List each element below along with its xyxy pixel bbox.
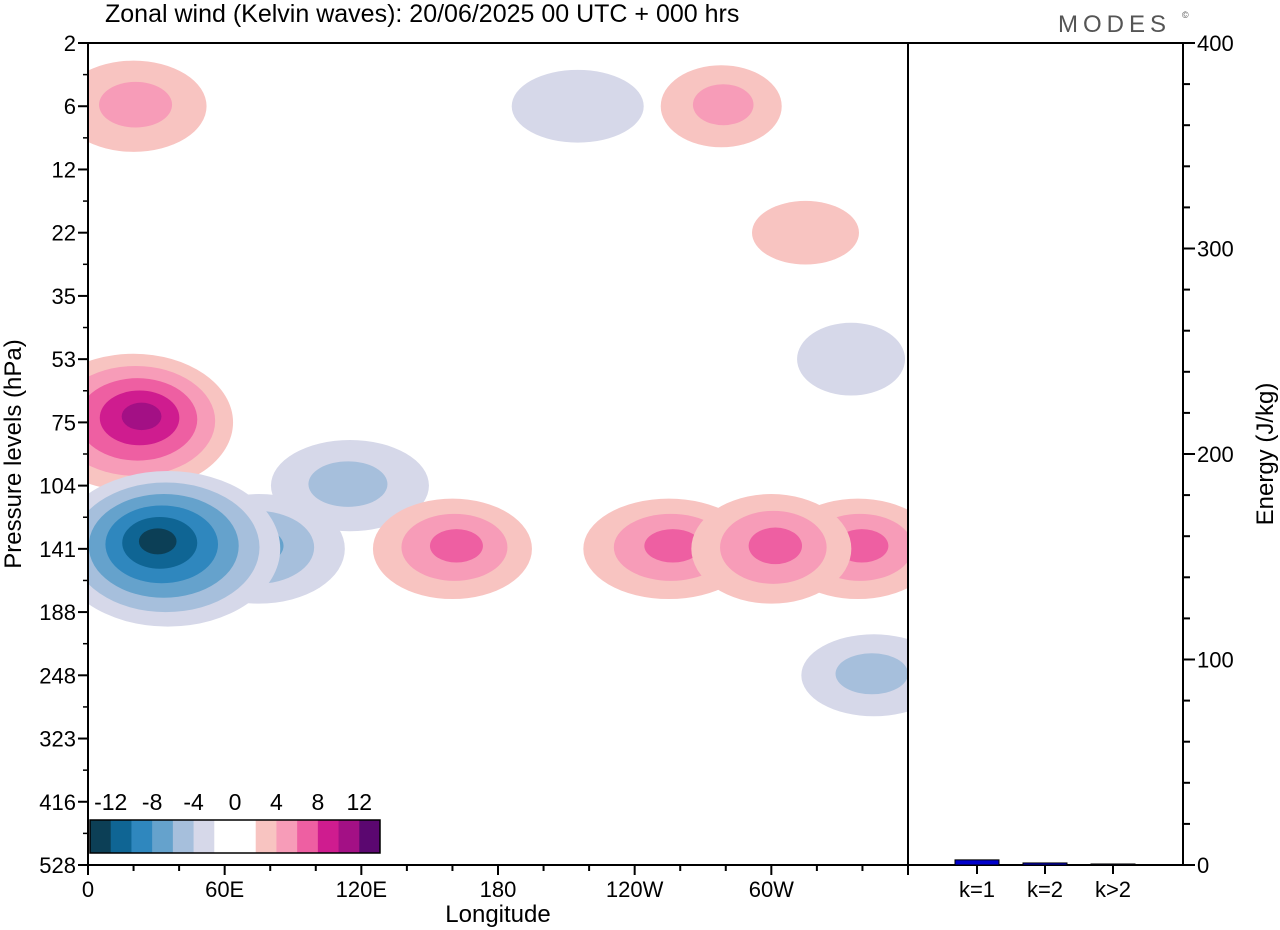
colorbar-swatch	[110, 820, 132, 853]
x-tick-label: 120E	[336, 877, 387, 902]
heatmap-contour	[138, 528, 177, 555]
energy-tick-label: 200	[1197, 442, 1234, 467]
y-tick-label: 35	[52, 284, 76, 309]
modes-logo: MODES	[1058, 11, 1171, 38]
colorbar-swatch	[297, 820, 319, 853]
colorbar-swatch	[152, 820, 174, 853]
heatmap-contour	[797, 322, 906, 396]
logo-mark: ©	[1182, 10, 1189, 20]
x-axis-label: Longitude	[445, 901, 550, 928]
y-tick-label: 188	[39, 600, 76, 625]
colorbar-label: 0	[229, 789, 242, 815]
energy-bar	[1090, 863, 1136, 866]
y-tick-label: 141	[39, 537, 76, 562]
y-axis-label: Pressure levels (hPa)	[0, 339, 27, 568]
colorbar-swatch	[235, 820, 257, 853]
colorbar-swatch	[90, 820, 112, 853]
y-tick-label: 75	[52, 410, 76, 435]
y-tick-label: 104	[39, 474, 76, 499]
energy-axis-label: Energy (J/kg)	[1252, 383, 1279, 526]
colorbar-swatch	[255, 820, 277, 853]
x-tick-label: 60E	[205, 877, 244, 902]
colorbar-swatch	[172, 820, 195, 853]
colorbar-swatch	[317, 820, 340, 853]
colorbar-label: 8	[311, 789, 324, 815]
x-axis: 0 60E 120E 180 120W 60W	[82, 865, 909, 902]
heatmap-contour	[644, 529, 702, 563]
heatmap-contour	[748, 527, 803, 565]
heatmap-contour	[511, 69, 644, 143]
x-tick-label: 0	[82, 877, 94, 902]
heatmap-field	[88, 60, 908, 717]
energy-tick-label: 100	[1197, 648, 1234, 673]
x-tick-label: 120W	[606, 877, 664, 902]
colorbar-swatch	[338, 820, 360, 853]
heatmap-contour	[429, 529, 483, 563]
energy-category-label: k=2	[1027, 877, 1063, 902]
colorbar-outline	[89, 819, 381, 854]
colorbar-label: 4	[270, 789, 283, 815]
energy-bar	[1022, 862, 1068, 866]
colorbar-swatch	[276, 820, 298, 853]
y-tick-label: 22	[52, 221, 76, 246]
colorbar-swatch	[214, 820, 236, 853]
heatmap-contour	[752, 200, 859, 265]
chart-title: Zonal wind (Kelvin waves): 20/06/2025 00…	[105, 0, 739, 28]
energy-axis-ticks: 0 100 200 300 400	[1183, 31, 1234, 878]
energy-tick-label: 400	[1197, 31, 1234, 56]
y-tick-label: 528	[39, 853, 76, 878]
x-tick-label: 180	[480, 877, 517, 902]
y-tick-label: 2	[64, 31, 76, 56]
y-tick-label: 53	[52, 347, 76, 372]
heatmap-contour	[121, 402, 162, 431]
heatmap-contour	[308, 461, 388, 507]
colorbar-label: -4	[183, 789, 204, 815]
energy-category-label: k=1	[959, 877, 995, 902]
energy-tick-label: 0	[1197, 853, 1209, 878]
heatmap-contour	[99, 81, 173, 128]
energy-tick-label: 300	[1197, 237, 1234, 262]
heatmap-contour	[835, 653, 908, 695]
y-axis: 2 6 12 22 35 53 75 104 141 188 248 323 416 528	[39, 31, 88, 878]
colorbar-swatch	[193, 820, 215, 853]
energy-category-label: k>2	[1095, 877, 1131, 902]
colorbar: -12 -8 -4 0 4 8 12	[88, 782, 382, 855]
y-tick-label: 12	[52, 157, 76, 182]
colorbar-label: -12	[94, 789, 127, 815]
y-tick-label: 248	[39, 663, 76, 688]
colorbar-swatch	[131, 820, 153, 853]
colorbar-label: 12	[346, 789, 372, 815]
x-tick-label: 60W	[749, 877, 794, 902]
energy-bars: k=1 k=2 k>2	[954, 859, 1136, 902]
y-tick-label: 323	[39, 727, 76, 752]
y-tick-label: 416	[39, 790, 76, 815]
colorbar-swatch	[359, 820, 381, 853]
colorbar-label: -8	[142, 789, 162, 815]
heatmap-contour	[692, 84, 754, 126]
y-tick-label: 6	[64, 94, 76, 119]
energy-bar	[954, 859, 1000, 866]
